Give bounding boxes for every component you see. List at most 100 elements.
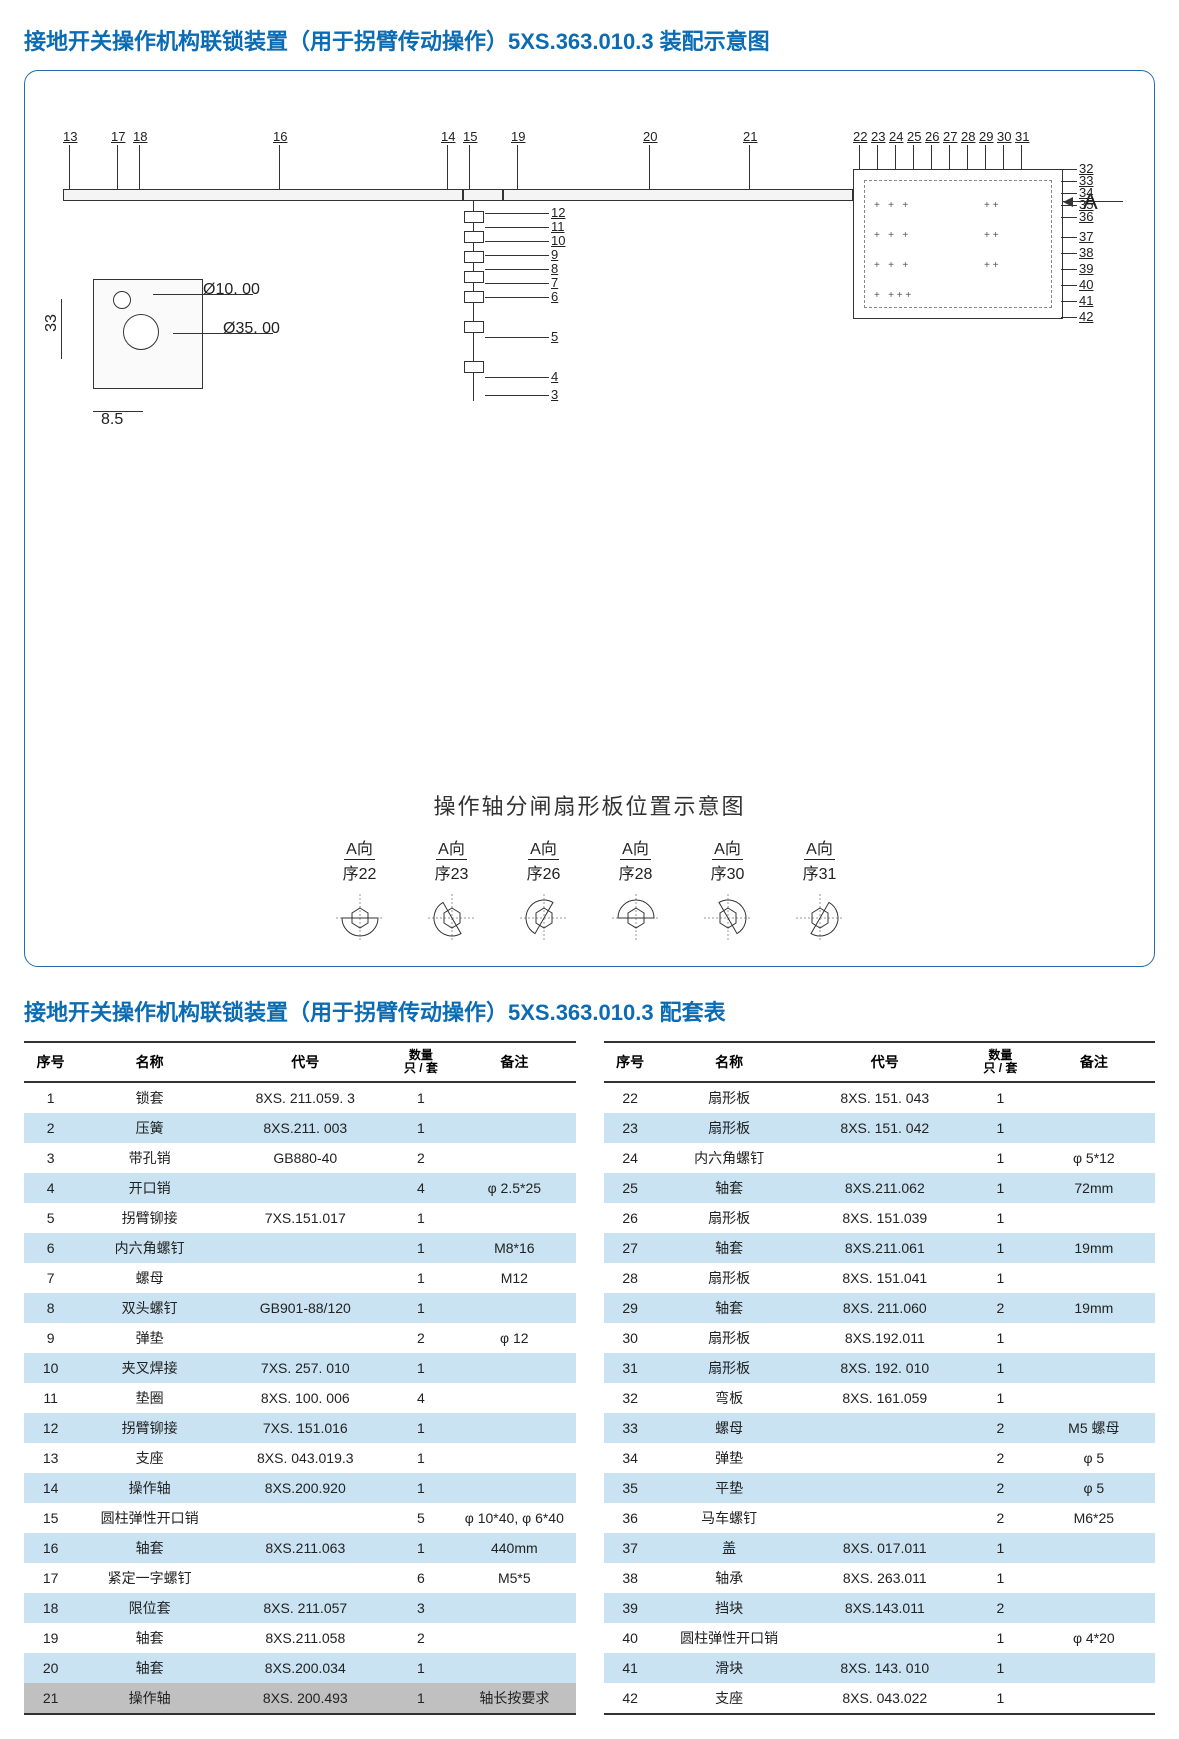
table-row: 2压簧8XS.211. 0031 <box>24 1113 576 1143</box>
cell-note <box>1033 1593 1155 1623</box>
table-row: 28扇形板8XS. 151.0411 <box>604 1263 1156 1293</box>
callout-17: 17 <box>111 129 125 144</box>
right-mechanism-block: + + + + + + + + + + + + + + + + + + + <box>853 169 1063 319</box>
cell-note: 72mm <box>1033 1173 1155 1203</box>
cell-name: 紧定一字螺钉 <box>77 1563 222 1593</box>
cell-name: 内六角螺钉 <box>77 1233 222 1263</box>
cell-n: 20 <box>24 1653 77 1683</box>
cell-code: 8XS. 161.059 <box>801 1383 968 1413</box>
cell-note <box>453 1082 575 1113</box>
cell-name: 轴套 <box>77 1623 222 1653</box>
cell-qty: 2 <box>389 1623 453 1653</box>
cell-note <box>453 1653 575 1683</box>
table-row: 15圆柱弹性开口销5φ 10*40, φ 6*40 <box>24 1503 576 1533</box>
diagram-title: 接地开关操作机构联锁装置（用于拐臂传动操作）5XS.363.010.3 装配示意… <box>24 24 1155 56</box>
cell-note <box>453 1383 575 1413</box>
table-row: 31扇形板8XS. 192. 0101 <box>604 1353 1156 1383</box>
table-row: 34弹垫2φ 5 <box>604 1443 1156 1473</box>
cell-name: 轴套 <box>77 1653 222 1683</box>
cell-name: 挡块 <box>657 1593 802 1623</box>
cell-code <box>222 1563 389 1593</box>
cell-note: M8*16 <box>453 1233 575 1263</box>
cell-name: 夹叉焊接 <box>77 1353 222 1383</box>
cell-name: 滑块 <box>657 1653 802 1683</box>
cell-note: φ 5 <box>1033 1473 1155 1503</box>
dim-d10: Ø10. 00 <box>203 281 260 299</box>
cell-name: 操作轴 <box>77 1473 222 1503</box>
cell-note <box>453 1413 575 1443</box>
cell-qty: 2 <box>968 1503 1032 1533</box>
callout-31: 31 <box>1015 129 1029 144</box>
cell-name: 轴套 <box>657 1173 802 1203</box>
cell-n: 23 <box>604 1113 657 1143</box>
dim-85: 8.5 <box>101 411 123 429</box>
cell-code <box>801 1413 968 1443</box>
sector-bot: 序30 <box>704 860 752 884</box>
cell-note: 轴长按要求 <box>453 1683 575 1714</box>
cell-note <box>1033 1383 1155 1413</box>
cell-code <box>222 1173 389 1203</box>
cell-n: 14 <box>24 1473 77 1503</box>
cell-code: 8XS. 211.060 <box>801 1293 968 1323</box>
callout-8: 8 <box>551 261 558 276</box>
table-row: 39挡块8XS.143.0112 <box>604 1593 1156 1623</box>
cell-n: 17 <box>24 1563 77 1593</box>
table-row: 8双头螺钉GB901-88/1201 <box>24 1293 576 1323</box>
cell-note: φ 12 <box>453 1323 575 1353</box>
cell-code: 8XS. 100. 006 <box>222 1383 389 1413</box>
callout-13: 13 <box>63 129 77 144</box>
cell-n: 18 <box>24 1593 77 1623</box>
cell-note: φ 5*12 <box>1033 1143 1155 1173</box>
cell-code: 8XS.143.011 <box>801 1593 968 1623</box>
th-qty: 数量 只 / 套 <box>968 1042 1032 1082</box>
sector-shape-icon <box>704 894 752 942</box>
table-row: 27轴套8XS.211.061119mm <box>604 1233 1156 1263</box>
cell-note <box>1033 1533 1155 1563</box>
cell-code <box>801 1443 968 1473</box>
callout-22: 22 <box>853 129 867 144</box>
cell-qty: 1 <box>968 1263 1032 1293</box>
cell-qty: 1 <box>389 1203 453 1233</box>
table-row: 1锁套8XS. 211.059. 31 <box>24 1082 576 1113</box>
cell-note <box>453 1593 575 1623</box>
cell-code: 8XS. 211.057 <box>222 1593 389 1623</box>
cell-name: 带孔销 <box>77 1143 222 1173</box>
cell-qty: 1 <box>389 1233 453 1263</box>
cell-qty: 1 <box>389 1113 453 1143</box>
cell-qty: 6 <box>389 1563 453 1593</box>
cell-n: 31 <box>604 1353 657 1383</box>
cell-code: 8XS.211.061 <box>801 1233 968 1263</box>
sector-caption: 操作轴分闸扇形板位置示意图 <box>43 789 1136 821</box>
sector-shape-icon <box>336 894 384 942</box>
table-row: 33螺母2M5 螺母 <box>604 1413 1156 1443</box>
table-row: 20轴套8XS.200.0341 <box>24 1653 576 1683</box>
cell-note: 19mm <box>1033 1293 1155 1323</box>
cell-code: 8XS. 151.039 <box>801 1203 968 1233</box>
cell-code: 8XS.200.034 <box>222 1653 389 1683</box>
cell-qty: 1 <box>968 1323 1032 1353</box>
cell-note <box>1033 1263 1155 1293</box>
cell-n: 10 <box>24 1353 77 1383</box>
table-row: 9弹垫2φ 12 <box>24 1323 576 1353</box>
callout-4: 4 <box>551 369 558 384</box>
cell-code: 8XS. 192. 010 <box>801 1353 968 1383</box>
cell-n: 28 <box>604 1263 657 1293</box>
sector-shape-icon <box>612 894 660 942</box>
table-row: 3带孔销GB880-402 <box>24 1143 576 1173</box>
cell-name: 弯板 <box>657 1383 802 1413</box>
table-row: 26扇形板8XS. 151.0391 <box>604 1203 1156 1233</box>
cell-qty: 1 <box>389 1653 453 1683</box>
cell-name: 支座 <box>77 1443 222 1473</box>
cell-n: 33 <box>604 1413 657 1443</box>
cell-note <box>453 1203 575 1233</box>
th-seq: 序号 <box>24 1042 77 1082</box>
cell-n: 15 <box>24 1503 77 1533</box>
cell-note <box>453 1623 575 1653</box>
cell-n: 39 <box>604 1593 657 1623</box>
cell-n: 11 <box>24 1383 77 1413</box>
diagram-area: 13171816141519202122232425262728293031 +… <box>43 89 1136 429</box>
cell-qty: 2 <box>968 1443 1032 1473</box>
diagram-frame: 13171816141519202122232425262728293031 +… <box>24 70 1155 967</box>
callout-18: 18 <box>133 129 147 144</box>
table-row: 37盖8XS. 017.0111 <box>604 1533 1156 1563</box>
